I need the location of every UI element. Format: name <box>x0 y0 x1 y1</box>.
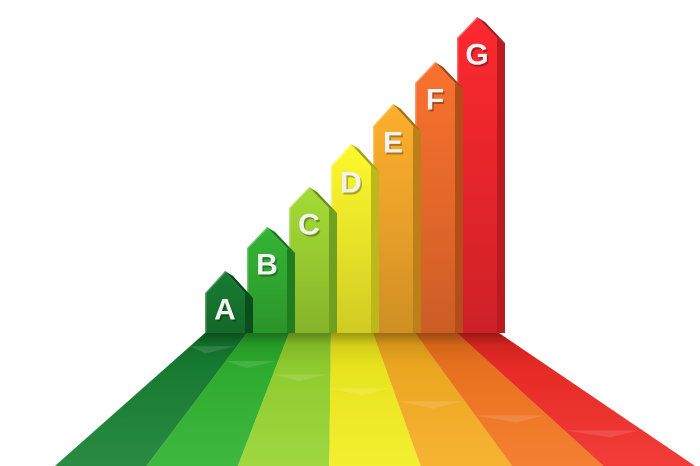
grade-letter-shadow-F: F <box>427 86 445 119</box>
arrow-bar-C: CC <box>289 187 337 333</box>
arrow-front-F <box>415 62 455 333</box>
grade-letter-shadow-C: C <box>300 211 322 244</box>
grade-letter-E: E <box>383 127 403 160</box>
arrow-side-slope-F <box>435 62 463 88</box>
floor-sheen <box>54 333 695 466</box>
arrow-front-D <box>331 144 371 333</box>
arrow-edge-highlight-A <box>204 271 226 333</box>
arrow-side-slope-G <box>477 17 505 43</box>
grade-letter-G: G <box>465 39 488 72</box>
arrow-front-A <box>205 271 245 333</box>
grade-letter-shadow-B: B <box>258 251 280 284</box>
grade-letter-B: B <box>256 249 278 282</box>
arrow-side-E <box>413 126 421 333</box>
grade-letter-F: F <box>426 84 444 117</box>
arrow-front-E <box>373 104 413 333</box>
arrow-bar-B: BB <box>246 227 295 333</box>
arrow-side-slope-B <box>267 227 295 253</box>
arrow-bar-E: EE <box>373 104 421 333</box>
arrow-front-G <box>457 17 497 333</box>
arrow-front-B <box>247 227 287 333</box>
grade-letter-shadow-D: D <box>342 169 364 202</box>
arrow-bar-G: GG <box>457 17 505 333</box>
grade-letter-shadow-G: G <box>467 41 490 74</box>
grade-letter-C: C <box>298 209 320 242</box>
arrow-side-B <box>287 248 295 333</box>
arrow-side-slope-D <box>351 144 379 171</box>
arrow-bar-D: DD <box>331 144 379 333</box>
grade-letter-shadow-E: E <box>384 129 404 162</box>
arrow-bar-A: AA <box>204 271 253 333</box>
arrow-side-slope-C <box>309 187 337 213</box>
arrow-side-F <box>455 83 463 333</box>
arrow-bar-F: FF <box>415 62 463 333</box>
arrow-side-G <box>497 38 505 333</box>
arrow-side-slope-A <box>225 271 253 298</box>
arrow-side-slope-E <box>393 104 421 131</box>
arrow-side-A <box>245 293 253 333</box>
arrow-front-C <box>289 187 329 333</box>
grade-letter-shadow-A: A <box>216 296 238 329</box>
grade-letter-D: D <box>340 167 362 200</box>
grade-letter-A: A <box>214 294 236 327</box>
arrow-side-D <box>371 166 379 333</box>
arrow-side-C <box>329 208 337 333</box>
